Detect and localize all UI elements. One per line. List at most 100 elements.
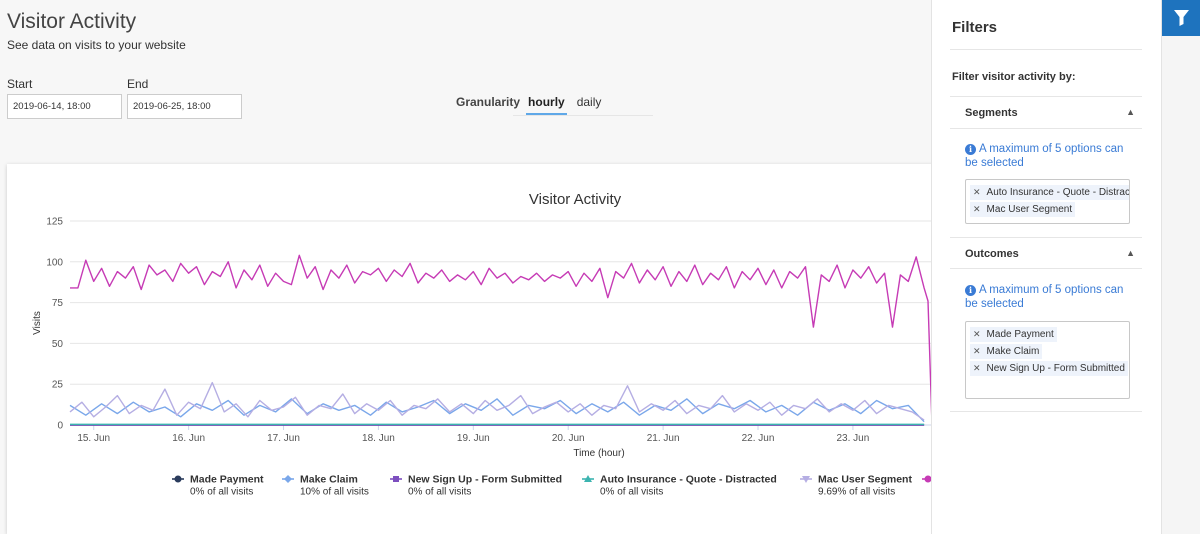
legend-summary: 0% of all visits [190,487,253,498]
start-date-input[interactable] [7,94,122,119]
outcomes-header[interactable]: Outcomes ▲ [965,248,1135,260]
legend-marker [802,476,810,483]
chart-canvas: Visitor Activity Visits Time (hour) 0 25 5… [32,191,931,498]
y-tick-label: 100 [46,257,63,268]
series-line[interactable] [69,381,925,421]
y-tick-label: 0 [57,421,63,432]
x-tick-label: 22. Jun [742,433,775,444]
visitor-activity-chart: Visitor Activity Visits Time (hour) 0 25 5… [7,164,931,534]
legend-label: New Sign Up - Form Submitted [408,474,562,486]
x-tick-label: 18. Jun [362,433,395,444]
series-line[interactable] [70,254,931,425]
legend-marker [584,475,592,482]
segments-header-divider [950,128,1142,129]
x-tick-label: 21. Jun [647,433,680,444]
outcomes-select[interactable]: ✕ Made Payment ✕ Make Claim ✕ New Sign Up -… [965,321,1130,399]
legend-label: Mac User Segment [818,474,912,486]
remove-tag-icon[interactable]: ✕ [973,187,981,197]
info-icon: i [965,285,976,296]
legend-summary: 10% of all visits [300,487,369,498]
segment-tag: ✕ Auto Insurance - Quote - Distracted [970,185,1129,200]
main-panel: Visitor Activity See data on visits to y… [7,10,931,534]
x-axis-label: Time (hour) [573,448,624,459]
x-axis-ticks: 15. Jun 16. Jun 17. Jun 18. Jun 19. Jun 20. J… [77,425,869,444]
x-tick-label: 15. Jun [77,433,110,444]
segments-divider [950,96,1142,97]
outcomes-divider [950,237,1142,238]
end-date-input[interactable] [127,94,242,119]
outcomes-header-divider [950,268,1142,269]
legend-label: Made Payment [190,474,264,486]
y-tick-label: 75 [52,298,64,309]
granularity-label: Granularity [456,95,521,109]
grid-lines [70,220,931,426]
legend-marker [174,475,182,483]
legend-label: Make Claim [300,474,358,486]
filter-icon [1174,10,1189,26]
y-axis-label: Visits [32,311,43,335]
remove-tag-icon[interactable]: ✕ [973,363,981,373]
remove-tag-icon[interactable]: ✕ [973,204,981,214]
series-lines [69,254,931,426]
x-tick-label: 16. Jun [172,433,205,444]
y-axis-ticks: 0 25 50 75 100 125 [46,217,63,432]
legend-marker [284,475,292,483]
x-tick-label: 19. Jun [457,433,490,444]
filters-divider [950,49,1142,50]
granularity-hourly-tab[interactable]: hourly [526,94,567,116]
x-tick-label: 20. Jun [552,433,585,444]
legend-summary: 9.69% of all visits [818,487,895,498]
legend-marker [393,476,399,482]
outcome-tag: ✕ New Sign Up - Form Submitted [970,361,1129,376]
segment-tag: ✕ Mac User Segment [970,202,1129,217]
y-tick-label: 25 [52,380,64,391]
y-tick-label: 125 [46,217,63,228]
end-date-label: End [127,77,149,91]
filter-toggle-button[interactable] [1162,0,1200,36]
start-date-group: Start [7,77,122,119]
remove-tag-icon[interactable]: ✕ [973,346,981,356]
series-line[interactable] [69,398,925,423]
x-tick-label: 23. Jun [837,433,870,444]
segments-info-text: A maximum of 5 options can be selected [965,143,1124,169]
legend-label: Auto Insurance - Quote - Distracted [600,474,777,486]
legend-summary: 0% of all visits [408,487,471,498]
chevron-up-icon[interactable]: ▲ [1126,107,1135,117]
filter-toolbar [1161,0,1200,534]
start-date-label: Start [7,77,33,91]
filter-by-label: Filter visitor activity by: [952,71,1076,83]
chevron-up-icon[interactable]: ▲ [1126,248,1135,258]
outcomes-info-text: A maximum of 5 options can be selected [965,284,1124,310]
sidebar-bottom-divider [950,411,1142,412]
legend-item[interactable] [922,475,931,483]
x-tick-label: 17. Jun [267,433,300,444]
granularity-selector: Granularity hourly daily [456,94,653,116]
legend-marker [924,475,931,483]
page-subtitle: See data on visits to your website [7,38,186,52]
legend-summary: 0% of all visits [600,487,663,498]
chart-title: Visitor Activity [529,191,622,208]
remove-tag-icon[interactable]: ✕ [973,329,981,339]
end-date-group: End [127,77,242,119]
segments-select[interactable]: ✕ Auto Insurance - Quote - Distracted ✕ Ma… [965,179,1130,224]
filters-title: Filters [952,19,998,36]
granularity-daily-tab[interactable]: daily [576,95,602,109]
segments-label: Segments [965,107,1018,119]
page-title: Visitor Activity [7,10,137,33]
outcome-tag: ✕ Made Payment [970,327,1129,342]
y-tick-label: 50 [52,339,64,350]
filters-sidebar: Filters Filter visitor activity by: Segm… [931,0,1161,534]
outcomes-label: Outcomes [965,248,1019,260]
segments-header[interactable]: Segments ▲ [965,107,1135,119]
granularity-divider [513,115,653,116]
outcome-tag: ✕ Make Claim [970,344,1129,359]
info-icon: i [965,144,976,155]
